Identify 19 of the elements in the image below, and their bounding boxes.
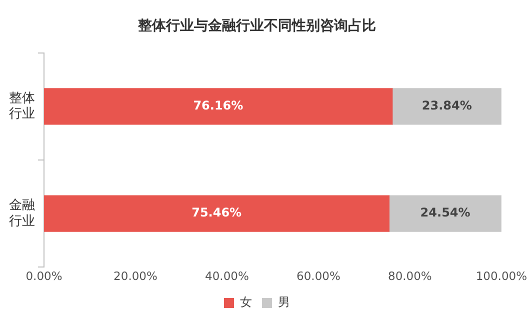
legend-label: 男: [278, 295, 290, 310]
x-tick-label: 0.00%: [26, 269, 62, 284]
y-tick-label: 整体行业: [9, 90, 35, 122]
data-label: 75.46%: [192, 206, 242, 220]
bar: [392, 88, 502, 125]
x-tick-label: 40.00%: [205, 269, 249, 284]
chart-title: 整体行业与金融行业不同性别咨询占比: [137, 18, 376, 34]
bar: [44, 195, 390, 232]
bar: [388, 195, 502, 232]
data-label: 76.16%: [193, 98, 244, 113]
legend-label: 女: [240, 295, 252, 310]
x-tick-label: 80.00%: [388, 269, 432, 284]
x-tick-label: 100.00%: [476, 269, 528, 284]
x-tick-label: 20.00%: [114, 269, 158, 284]
y-tick-label: 金融行业: [9, 198, 35, 229]
bar: [44, 88, 393, 125]
data-label: 23.84%: [422, 98, 472, 113]
x-tick-label: 60.00%: [296, 269, 340, 284]
data-label: 24.54%: [420, 206, 470, 220]
